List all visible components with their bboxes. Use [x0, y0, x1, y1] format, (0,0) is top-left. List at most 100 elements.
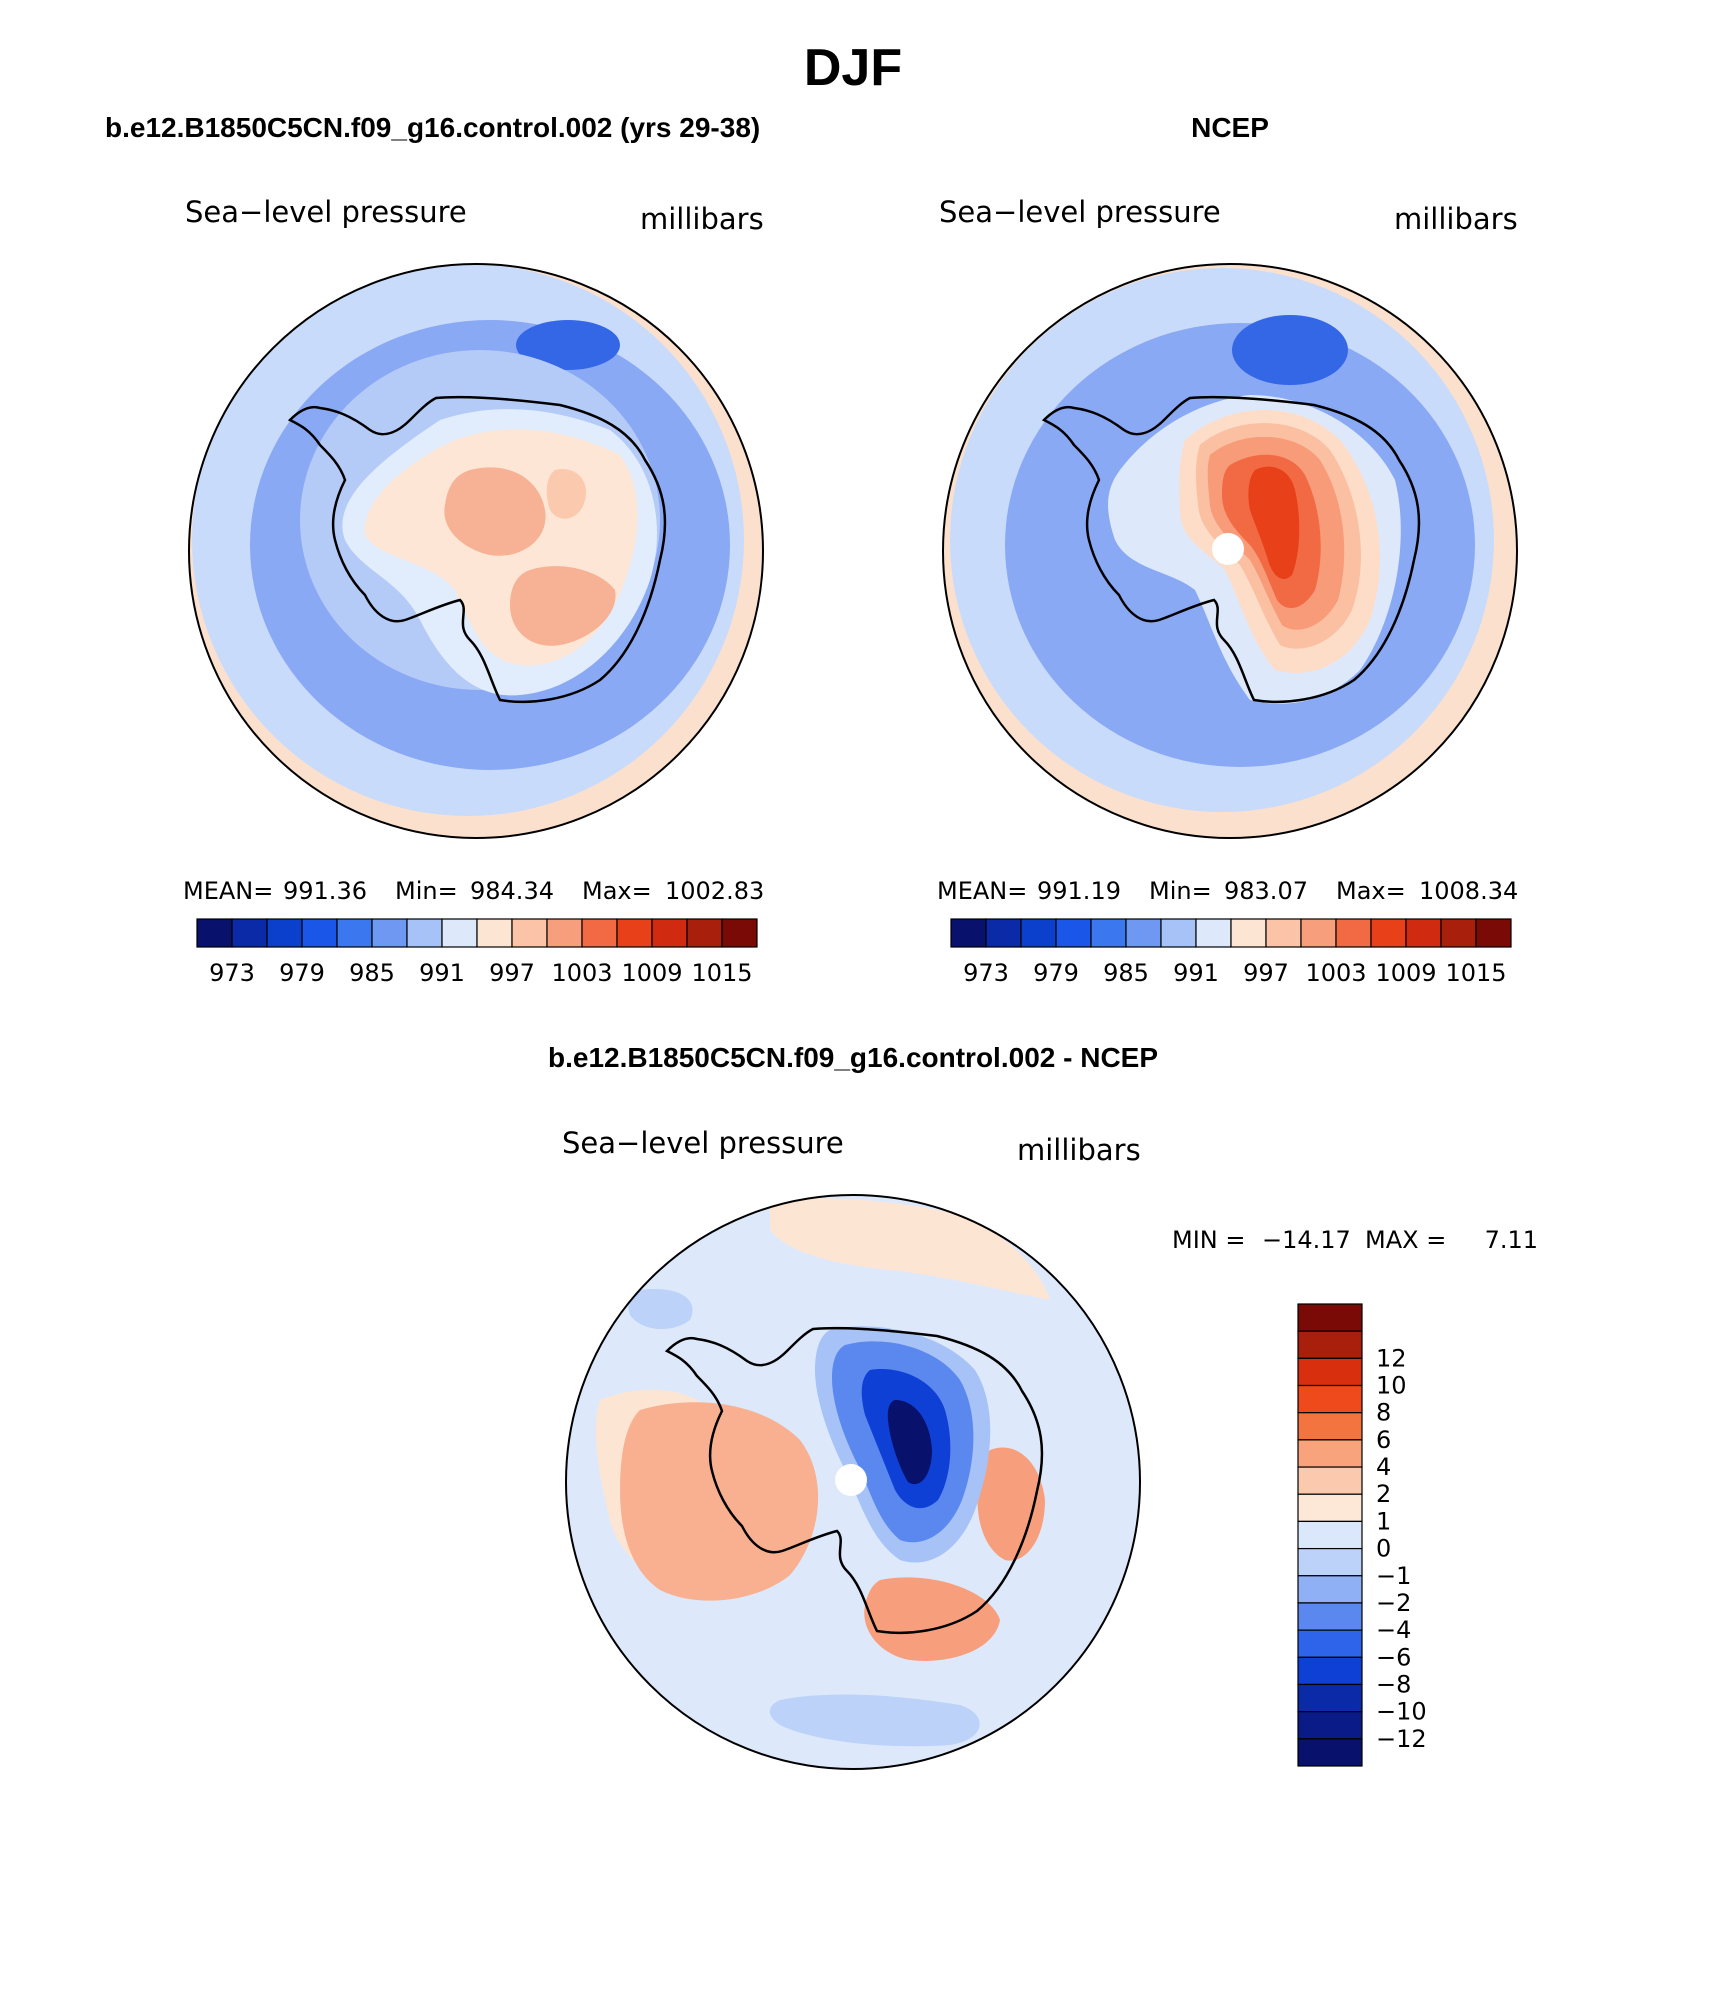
min-label-model: Min= — [395, 877, 458, 905]
mean-value-ncep: 991.19 — [1037, 877, 1121, 905]
colorbar-ncep-swatch — [1440, 918, 1477, 948]
colorbar-model-tick-label: 979 — [279, 959, 325, 987]
colorbar-diff-swatch — [1297, 1384, 1363, 1414]
coastline-diff — [664, 1326, 1044, 1635]
colorbar-model-tick-label: 1015 — [691, 959, 752, 987]
map-pos-west-antarctica-diff — [620, 1402, 819, 1601]
colorbar-diff-tick-label: −10 — [1376, 1698, 1427, 1726]
colorbar-model-swatch — [651, 918, 688, 948]
map-border-diff — [565, 1194, 1141, 1770]
mean-label-model: MEAN= — [183, 877, 273, 905]
max-label-ncep: Max= — [1336, 877, 1406, 905]
colorbar-diff-tick-label: −12 — [1376, 1725, 1427, 1753]
colorbar-ncep-swatch — [1230, 918, 1267, 948]
right-label-diff: millibars — [1017, 1133, 1141, 1167]
colorbar-diff-tick-label: −2 — [1376, 1589, 1411, 1617]
colorbar-ncep-tick-label: 985 — [1103, 959, 1149, 987]
colorbar-ncep: 973 979 985 991 997 1003 1009 1015 — [950, 918, 1512, 987]
left-label-ncep: Sea−level pressure — [939, 195, 1221, 229]
colorbar-model-swatch — [686, 918, 723, 948]
colorbar-diff-swatch — [1297, 1520, 1363, 1550]
colorbar-diff-tick-label: 6 — [1376, 1426, 1391, 1454]
colorbar-model-swatch — [371, 918, 408, 948]
colorbar-model-tick-label: 991 — [419, 959, 465, 987]
colorbar-ncep-swatch — [1335, 918, 1372, 948]
colorbar-diff-tick-label: 0 — [1376, 1535, 1391, 1563]
stats-ncep: MEAN= 991.19 Min= 983.07 Max= 1008.34 — [937, 877, 1518, 905]
map-border-ncep — [942, 263, 1518, 839]
colorbar-ncep-swatch — [1160, 918, 1197, 948]
coastline-model — [287, 395, 667, 704]
colorbar-model-swatch — [511, 918, 548, 948]
colorbar-model-tick-label: 985 — [349, 959, 395, 987]
colorbar-model-swatch — [301, 918, 338, 948]
min-value-diff: −14.17 — [1262, 1226, 1351, 1254]
colorbar-ncep-tick-label: 1009 — [1375, 959, 1436, 987]
mean-label-ncep: MEAN= — [937, 877, 1027, 905]
colorbar-model-swatch — [196, 918, 233, 948]
map-neg-south-diff — [769, 1694, 980, 1747]
colorbar-diff-tick-label: 8 — [1376, 1399, 1391, 1427]
colorbar-diff-tick-label: −6 — [1376, 1643, 1411, 1671]
colorbar-diff-swatch — [1297, 1303, 1363, 1332]
colorbar-model-swatch — [441, 918, 478, 948]
min-label-diff: MIN = — [1172, 1226, 1245, 1254]
map-high-core-2-model — [510, 566, 616, 646]
panel-title-model: b.e12.B1850C5CN.f09_g16.control.002 (yrs… — [105, 112, 760, 143]
colorbar-diff-swatch — [1297, 1602, 1363, 1631]
colorbar-ncep-tick-label: 979 — [1033, 959, 1079, 987]
colorbar-ncep-swatch — [1090, 918, 1127, 948]
stats-model: MEAN= 991.36 Min= 984.34 Max= 1002.83 — [183, 877, 764, 905]
max-label-diff: MAX = — [1365, 1226, 1446, 1254]
colorbar-ncep-swatch — [1195, 918, 1232, 948]
colorbar-ncep-swatch — [950, 918, 987, 948]
colorbar-model-tick-label: 973 — [209, 959, 255, 987]
map-pos-south-diff — [864, 1577, 1000, 1661]
map-amundsen-low-ncep — [1232, 315, 1348, 385]
map-border-model — [188, 263, 764, 839]
max-value-model: 1002.83 — [665, 877, 764, 905]
colorbar-ncep-swatch — [985, 918, 1022, 948]
colorbar-diff-swatch — [1297, 1412, 1363, 1441]
panel-title-diff: b.e12.B1850C5CN.f09_g16.control.002 - NC… — [548, 1042, 1158, 1073]
map-diff — [566, 1195, 1140, 1769]
min-label-ncep: Min= — [1149, 877, 1212, 905]
colorbar-diff-tick-label: −4 — [1376, 1616, 1411, 1644]
map-pos-east-diff — [977, 1447, 1045, 1561]
colorbar-ncep-swatch — [1055, 918, 1092, 948]
right-label-model: millibars — [640, 202, 764, 236]
colorbar-diff-swatch — [1297, 1439, 1363, 1468]
colorbar-diff-tick-label: −8 — [1376, 1670, 1411, 1698]
colorbar-diff-tick-label: 10 — [1376, 1372, 1407, 1400]
colorbar-diff-swatch — [1297, 1547, 1363, 1577]
colorbar-diff-swatch — [1297, 1575, 1363, 1604]
left-label-diff: Sea−level pressure — [562, 1126, 844, 1160]
colorbar-ncep-tick-label: 1015 — [1445, 959, 1506, 987]
colorbar-diff-swatch — [1297, 1493, 1363, 1523]
right-label-ncep: millibars — [1394, 202, 1518, 236]
colorbar-ncep-swatch — [1475, 918, 1512, 948]
colorbar-diff-swatch — [1297, 1466, 1363, 1495]
colorbar-model-swatch — [546, 918, 583, 948]
map-high-core-1-model — [444, 467, 546, 556]
map-pole-hole-diff — [835, 1464, 867, 1496]
colorbar-model-tick-label: 1003 — [551, 959, 612, 987]
colorbar-ncep-tick-label: 1003 — [1305, 959, 1366, 987]
map-high-core-ncep — [1248, 466, 1300, 580]
min-value-ncep: 983.07 — [1224, 877, 1308, 905]
panel-model: b.e12.B1850C5CN.f09_g16.control.002 (yrs… — [105, 112, 764, 987]
colorbar-ncep-swatch — [1265, 918, 1302, 948]
colorbar-model-swatch — [336, 918, 373, 948]
colorbar-model-swatch — [581, 918, 618, 948]
colorbar-ncep-tick-label: 991 — [1173, 959, 1219, 987]
colorbar-model-swatch — [616, 918, 653, 948]
colorbar-model-swatch — [476, 918, 513, 948]
colorbar-diff-tick-label: 1 — [1376, 1507, 1391, 1535]
colorbar-ncep-swatch — [1300, 918, 1337, 948]
colorbar-model: 973 979 985 991 997 1003 1009 1015 — [196, 918, 758, 987]
colorbar-ncep-swatch — [1370, 918, 1407, 948]
colorbar-diff-tick-label: 12 — [1376, 1344, 1407, 1372]
colorbar-ncep-tick-label: 973 — [963, 959, 1009, 987]
